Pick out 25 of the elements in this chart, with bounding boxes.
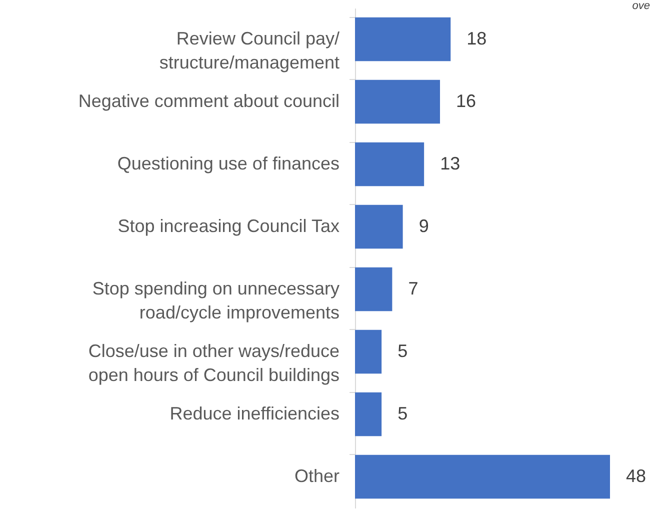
bar	[355, 204, 403, 249]
bar	[355, 267, 392, 312]
y-tick-label: Review Council pay/ structure/management	[159, 28, 340, 72]
data-label: 13	[440, 153, 460, 174]
y-tick-label: Questioning use of finances	[117, 153, 340, 174]
y-tick-label: Negative comment about council	[78, 90, 340, 111]
bar	[355, 80, 440, 124]
bar	[355, 392, 382, 436]
text: ove	[632, 0, 650, 12]
y-tick-label: Close/use in other ways/reduce open hours of Council buildings	[88, 340, 340, 385]
data-label: 5	[398, 340, 408, 361]
data-label: 16	[456, 90, 476, 111]
data-label: 9	[418, 216, 429, 236]
data-label: 18	[466, 28, 487, 48]
y-tick-label: Other	[294, 466, 340, 486]
bar	[355, 454, 610, 499]
y-tick-label: Reduce inefficiencies	[170, 403, 340, 424]
bar	[355, 142, 424, 186]
data-label: 7	[408, 278, 418, 298]
bar	[355, 17, 451, 62]
data-label: 5	[398, 403, 408, 424]
y-tick-label: Stop spending on unnecessary road/cycle improvements	[92, 278, 340, 322]
data-label: 48	[626, 466, 646, 486]
bar	[355, 330, 382, 374]
y-tick-label: Stop increasing Council Tax	[118, 216, 340, 236]
